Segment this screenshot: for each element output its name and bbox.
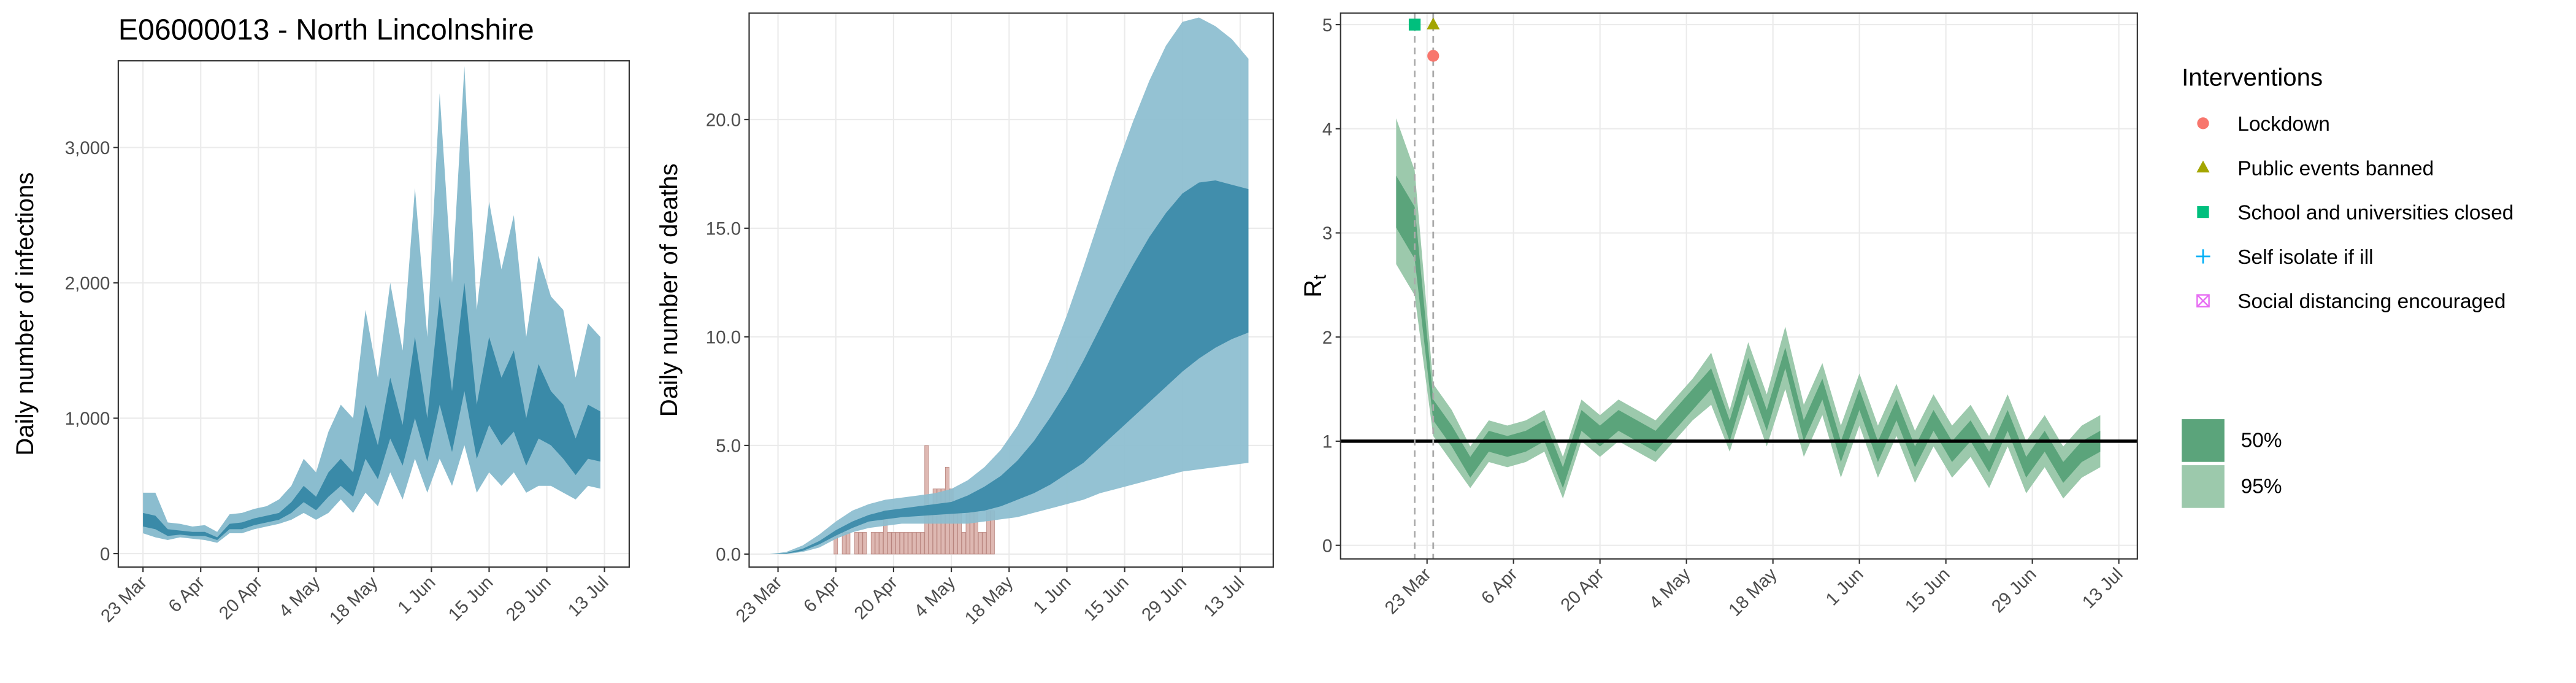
marker-square [2197, 206, 2209, 218]
y-tick-label: 1 [1322, 432, 1332, 452]
bar [862, 532, 867, 555]
marker-plus [2196, 249, 2210, 264]
y-tick-label: 2 [1322, 328, 1332, 348]
bar [982, 532, 987, 555]
y-axis-label: Rt [1298, 274, 1330, 297]
marker-square [1408, 18, 1421, 31]
bar [895, 532, 900, 555]
y-tick-label: 5 [1322, 15, 1332, 36]
legend-label: Lockdown [2237, 113, 2330, 136]
marker-boxx [2196, 294, 2210, 308]
bar [912, 532, 916, 555]
plot-background [1340, 13, 2137, 559]
legend-title: Interventions [2182, 63, 2323, 91]
legend-label: 50% [2241, 430, 2282, 452]
y-tick-label: 0 [100, 544, 110, 565]
bar [870, 532, 875, 555]
y-tick-label: 4 [1322, 120, 1332, 140]
y-tick-label: 3,000 [65, 138, 110, 158]
y-tick-label: 3 [1322, 223, 1332, 244]
legend-swatch [2182, 465, 2225, 508]
bar [875, 532, 880, 555]
plot-border [1340, 12, 2138, 560]
bar [879, 532, 884, 555]
marker-triangle [2196, 160, 2210, 172]
bar [978, 532, 983, 555]
band [143, 282, 600, 541]
y-axis-label-text: R [1298, 280, 1326, 298]
legend-label: Social distancing encouraged [2237, 290, 2505, 313]
bar [899, 532, 904, 555]
band [1396, 176, 2101, 488]
bar [961, 532, 966, 555]
marker-circle [2197, 117, 2209, 129]
bar [891, 532, 896, 555]
bar [908, 532, 913, 555]
y-axis-label-text: Daily number of deaths [654, 163, 682, 417]
y-tick-label: 0.0 [716, 545, 741, 565]
legend-label: School and universities closed [2237, 202, 2513, 225]
y-axis-label-text: Daily number of infections [10, 172, 38, 456]
bar [916, 532, 921, 555]
y-tick-label: 10.0 [706, 328, 741, 348]
legend-label: Self isolate if ill [2237, 246, 2373, 269]
y-tick-label: 2,000 [65, 274, 110, 294]
chart-title: E06000013 - North Lincolnshire [118, 13, 534, 46]
marker-circle [1427, 50, 1439, 62]
plot-border [748, 12, 1274, 568]
legend-swatch [2182, 419, 2225, 462]
y-tick-label: 1,000 [65, 409, 110, 429]
y-axis-label: Daily number of infections [10, 172, 38, 456]
bar [903, 532, 908, 555]
legend-label: Public events banned [2237, 157, 2434, 180]
y-tick-label: 5.0 [716, 436, 741, 457]
marker-triangle [1427, 17, 1440, 29]
y-tick-label: 15.0 [706, 219, 741, 239]
bar [920, 532, 925, 555]
band [770, 180, 1249, 554]
bar [846, 532, 851, 555]
legend-label: 95% [2241, 476, 2282, 498]
bar [858, 532, 863, 555]
y-axis-label: Daily number of deaths [654, 163, 682, 417]
bar [854, 532, 859, 555]
y-tick-label: 0 [1322, 536, 1332, 556]
y-axis-label-subscript: t [1309, 274, 1330, 279]
bar [887, 532, 892, 555]
y-tick-label: 20.0 [706, 110, 741, 131]
